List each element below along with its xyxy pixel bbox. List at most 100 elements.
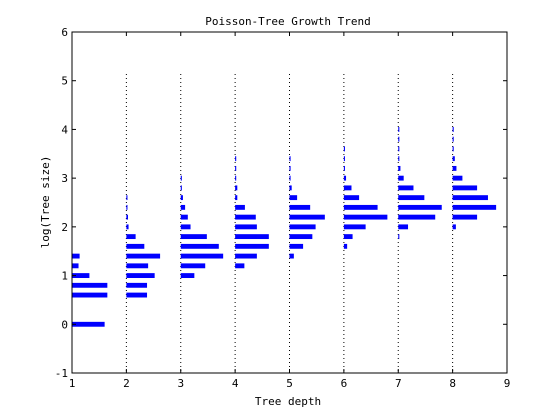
histogram-bar: [289, 185, 292, 191]
histogram-bar: [235, 224, 257, 230]
histogram-bar: [343, 214, 388, 220]
histogram-bar: [235, 175, 237, 181]
histogram-bar: [126, 243, 145, 249]
y-tick-label: 2: [61, 221, 68, 234]
histogram-bar: [235, 204, 245, 210]
x-tick-label: 3: [177, 377, 184, 390]
histogram-bar: [343, 243, 348, 249]
y-tick-label: 0: [61, 318, 68, 331]
histogram-bar: [72, 273, 90, 279]
histogram-bar: [398, 156, 400, 162]
histogram-bar: [452, 175, 463, 181]
histogram-bar: [289, 175, 291, 181]
x-tick-label: 7: [395, 377, 402, 390]
histogram-bar: [126, 282, 148, 288]
histogram-bar: [343, 175, 347, 181]
x-tick-label: 8: [449, 377, 456, 390]
histogram-bar: [343, 156, 345, 162]
histogram-bar: [398, 146, 400, 152]
histogram-bar: [126, 234, 136, 240]
histogram-bar: [452, 136, 454, 142]
histogram-bar: [398, 214, 436, 220]
histogram-bar: [398, 136, 400, 142]
histogram-bar: [343, 224, 366, 230]
histogram-bar: [452, 195, 488, 201]
histogram-bar: [289, 234, 313, 240]
histogram-bar: [180, 243, 219, 249]
histogram-bar: [126, 292, 148, 298]
histogram-bar: [235, 185, 238, 191]
histogram-bar: [289, 195, 298, 201]
y-tick-label: 6: [61, 26, 68, 39]
histogram-bar: [126, 214, 129, 220]
histogram-bar: [343, 204, 378, 210]
histogram-bar: [126, 273, 155, 279]
x-tick-label: 4: [232, 377, 239, 390]
histogram-bar: [398, 175, 404, 181]
x-axis-label: Tree depth: [255, 395, 321, 408]
y-tick-label: 5: [61, 75, 68, 88]
histogram-bar: [289, 243, 304, 249]
histogram-bar: [343, 195, 360, 201]
histogram-bar: [289, 204, 311, 210]
histogram-bar: [126, 195, 128, 201]
y-tick-label: 1: [61, 270, 68, 283]
histogram-bar: [180, 263, 206, 269]
histogram-bar: [235, 195, 238, 201]
histogram-bar: [126, 253, 161, 259]
y-tick-label: 3: [61, 172, 68, 185]
histogram-bar: [398, 234, 400, 240]
histogram-bar: [180, 214, 188, 220]
histogram-bar: [398, 224, 409, 230]
histogram-bar: [398, 204, 442, 210]
histogram-bar: [452, 185, 478, 191]
x-tick-label: 6: [341, 377, 348, 390]
histogram-bar: [235, 165, 237, 171]
histogram-bar: [180, 224, 191, 230]
histogram-bar: [126, 224, 129, 230]
histogram-bar: [180, 234, 207, 240]
histogram-bar: [398, 165, 401, 171]
histogram-bar: [180, 175, 182, 181]
histogram-bar: [126, 204, 128, 210]
histogram-bar: [289, 156, 291, 162]
histogram-bar: [343, 185, 352, 191]
histogram-bar: [180, 253, 224, 259]
histogram-bar: [452, 204, 497, 210]
histogram-bar: [180, 273, 195, 279]
histogram-bar: [235, 214, 256, 220]
histogram-bar: [398, 195, 425, 201]
histogram-bar: [398, 185, 414, 191]
histogram-bar: [180, 185, 182, 191]
histogram-bar: [289, 214, 325, 220]
x-tick-label: 2: [123, 377, 130, 390]
histogram-bar: [343, 165, 345, 171]
histogram-bar: [289, 253, 294, 259]
histogram-bar: [452, 146, 454, 152]
histogram-bar: [235, 243, 269, 249]
histogram-bar: [452, 156, 455, 162]
histogram-bar: [72, 321, 105, 327]
x-tick-label: 9: [504, 377, 511, 390]
histogram-bar: [235, 234, 269, 240]
y-axis-label: log(Tree size): [39, 156, 52, 249]
histogram-bar: [452, 165, 457, 171]
histogram-bar: [343, 234, 353, 240]
histogram-bar: [343, 146, 345, 152]
histogram-bar: [235, 263, 245, 269]
histogram-bar: [72, 263, 79, 269]
histogram-bar: [289, 165, 291, 171]
x-tick-label: 5: [286, 377, 293, 390]
histogram-bar: [72, 282, 108, 288]
histogram-bar: [180, 195, 183, 201]
x-tick-label: 1: [69, 377, 76, 390]
histogram-bar: [235, 156, 237, 162]
histogram-bar: [289, 224, 316, 230]
histogram-bar: [452, 214, 478, 220]
histogram-bar: [452, 126, 454, 132]
histogram-bar: [452, 224, 456, 230]
y-tick-label: -1: [55, 367, 68, 380]
histogram-bar: [72, 292, 108, 298]
